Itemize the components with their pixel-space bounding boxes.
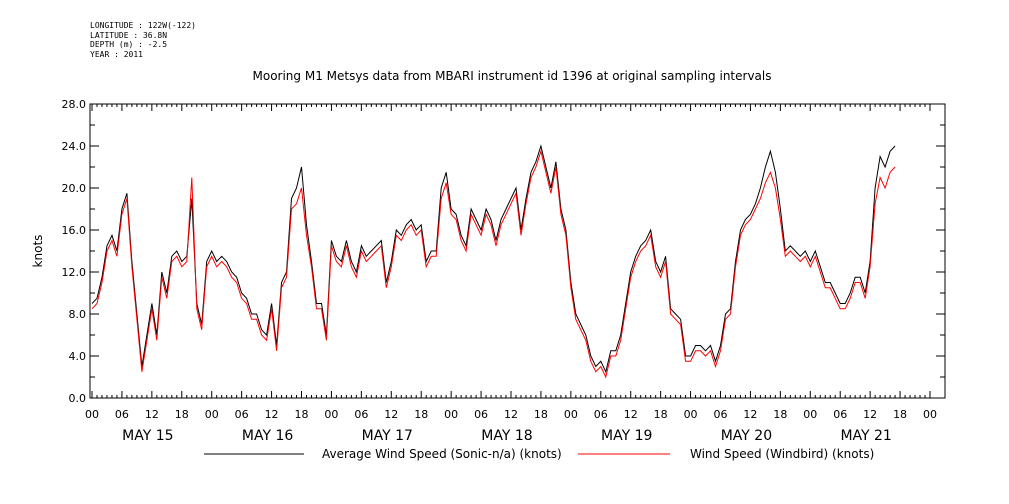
- y-tick-label: 20.0: [62, 182, 87, 195]
- x-day-label: MAY 15: [122, 428, 173, 444]
- y-tick-label: 0.0: [69, 392, 87, 405]
- x-tick-label: 12: [863, 408, 877, 421]
- longitude-label: LONGITUDE : 122W(-122): [90, 21, 196, 30]
- x-day-label: MAY 19: [601, 428, 652, 444]
- year-label: YEAR : 2011: [90, 49, 143, 59]
- x-tick-label: 12: [504, 408, 518, 421]
- x-tick-label: 00: [85, 408, 99, 421]
- x-tick-label: 00: [324, 408, 338, 421]
- chart-title: Mooring M1 Metsys data from MBARI instru…: [253, 69, 772, 83]
- series-line-sonic: [91, 144, 896, 374]
- x-tick-label: 06: [354, 408, 368, 421]
- x-tick-label: 18: [295, 408, 309, 421]
- y-tick-label: 28.0: [62, 98, 87, 111]
- y-tick-label: 12.0: [62, 266, 87, 279]
- x-tick-label: 12: [624, 408, 638, 421]
- x-tick-label: 00: [444, 408, 458, 421]
- x-tick-label: 00: [205, 408, 219, 421]
- legend: Average Wind Speed (Sonic-n/a) (knots) W…: [204, 447, 874, 461]
- y-axis-label: knots: [31, 235, 45, 268]
- latitude-label: LATITUDE : 36.8N: [90, 30, 168, 40]
- y-tick-label: 16.0: [62, 224, 87, 237]
- x-tick-label: 12: [384, 408, 398, 421]
- x-tick-label: 18: [654, 408, 668, 421]
- header-metadata: LONGITUDE : 122W(-122) LATITUDE : 36.8N …: [90, 21, 196, 59]
- series-line-windbird: [91, 149, 896, 379]
- x-day-label: MAY 20: [721, 428, 772, 444]
- series-layer: [91, 144, 896, 379]
- x-tick-label: 06: [714, 408, 728, 421]
- x-tick-label: 06: [833, 408, 847, 421]
- y-tick-label: 8.0: [69, 308, 87, 321]
- x-tick-label: 18: [773, 408, 787, 421]
- x-day-label: MAY 21: [840, 428, 891, 444]
- x-tick-label: 12: [265, 408, 279, 421]
- y-tick-label: 4.0: [69, 350, 87, 363]
- x-tick-label: 18: [893, 408, 907, 421]
- depth-label: DEPTH (m) : -2.5: [90, 40, 168, 49]
- x-tick-label: 00: [564, 408, 578, 421]
- legend-windbird-label: Wind Speed (Windbird) (knots): [690, 447, 874, 461]
- x-tick-label: 18: [534, 408, 548, 421]
- legend-sonic-label: Average Wind Speed (Sonic-n/a) (knots): [322, 447, 562, 461]
- x-tick-label: 18: [414, 408, 428, 421]
- x-tick-label: 18: [175, 408, 189, 421]
- x-day-label: MAY 17: [362, 428, 413, 444]
- x-tick-label: 00: [803, 408, 817, 421]
- axis-ticks: 0.0 4.0 8.0 12.0 16.0 20.0 24.0 28.0 00 06 12 18 00 0…: [62, 98, 945, 444]
- x-tick-label: 00: [923, 408, 937, 421]
- x-tick-label: 06: [594, 408, 608, 421]
- x-tick-label: 06: [115, 408, 129, 421]
- x-tick-label: 06: [474, 408, 488, 421]
- plot-frame: [89, 103, 946, 399]
- x-tick-label: 00: [684, 408, 698, 421]
- x-tick-label: 06: [235, 408, 249, 421]
- plot-border: [89, 103, 946, 399]
- x-day-label: MAY 16: [242, 428, 293, 444]
- x-tick-label: 12: [743, 408, 757, 421]
- x-day-label: MAY 18: [481, 428, 532, 444]
- y-tick-label: 24.0: [62, 140, 87, 153]
- x-tick-label: 12: [145, 408, 159, 421]
